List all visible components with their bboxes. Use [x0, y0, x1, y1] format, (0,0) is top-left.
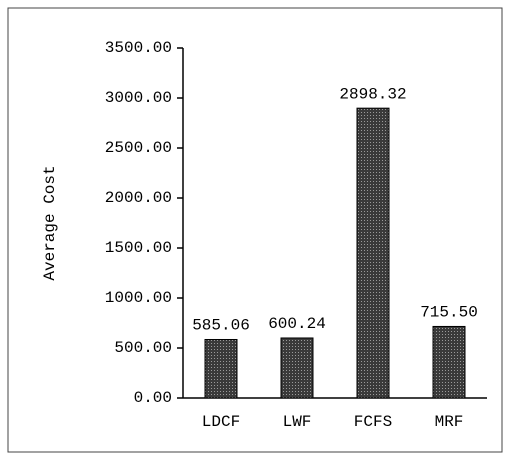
data-label: 715.50 [420, 304, 478, 322]
y-axis-label: Average Cost [41, 165, 59, 280]
data-label: 2898.32 [339, 85, 406, 103]
y-tick-label: 3000.00 [105, 89, 172, 107]
y-tick-label: 500.00 [114, 339, 172, 357]
bar [280, 337, 314, 399]
y-tick-label: 1500.00 [105, 239, 172, 257]
data-label: 600.24 [268, 315, 326, 333]
y-tick-label: 2000.00 [105, 189, 172, 207]
y-tick-label: 1000.00 [105, 289, 172, 307]
y-tick-label: 3500.00 [105, 39, 172, 57]
data-label: 585.06 [192, 317, 250, 335]
bar [204, 338, 238, 399]
x-tick-label: LDCF [202, 413, 240, 431]
y-tick-label: 0.00 [134, 389, 172, 407]
x-tick-label: FCFS [354, 413, 392, 431]
bar [432, 325, 466, 399]
frame [7, 7, 503, 453]
x-tick-label: MRF [435, 413, 464, 431]
x-tick-label: LWF [283, 413, 312, 431]
y-tick-label: 2500.00 [105, 139, 172, 157]
bar [356, 107, 390, 399]
